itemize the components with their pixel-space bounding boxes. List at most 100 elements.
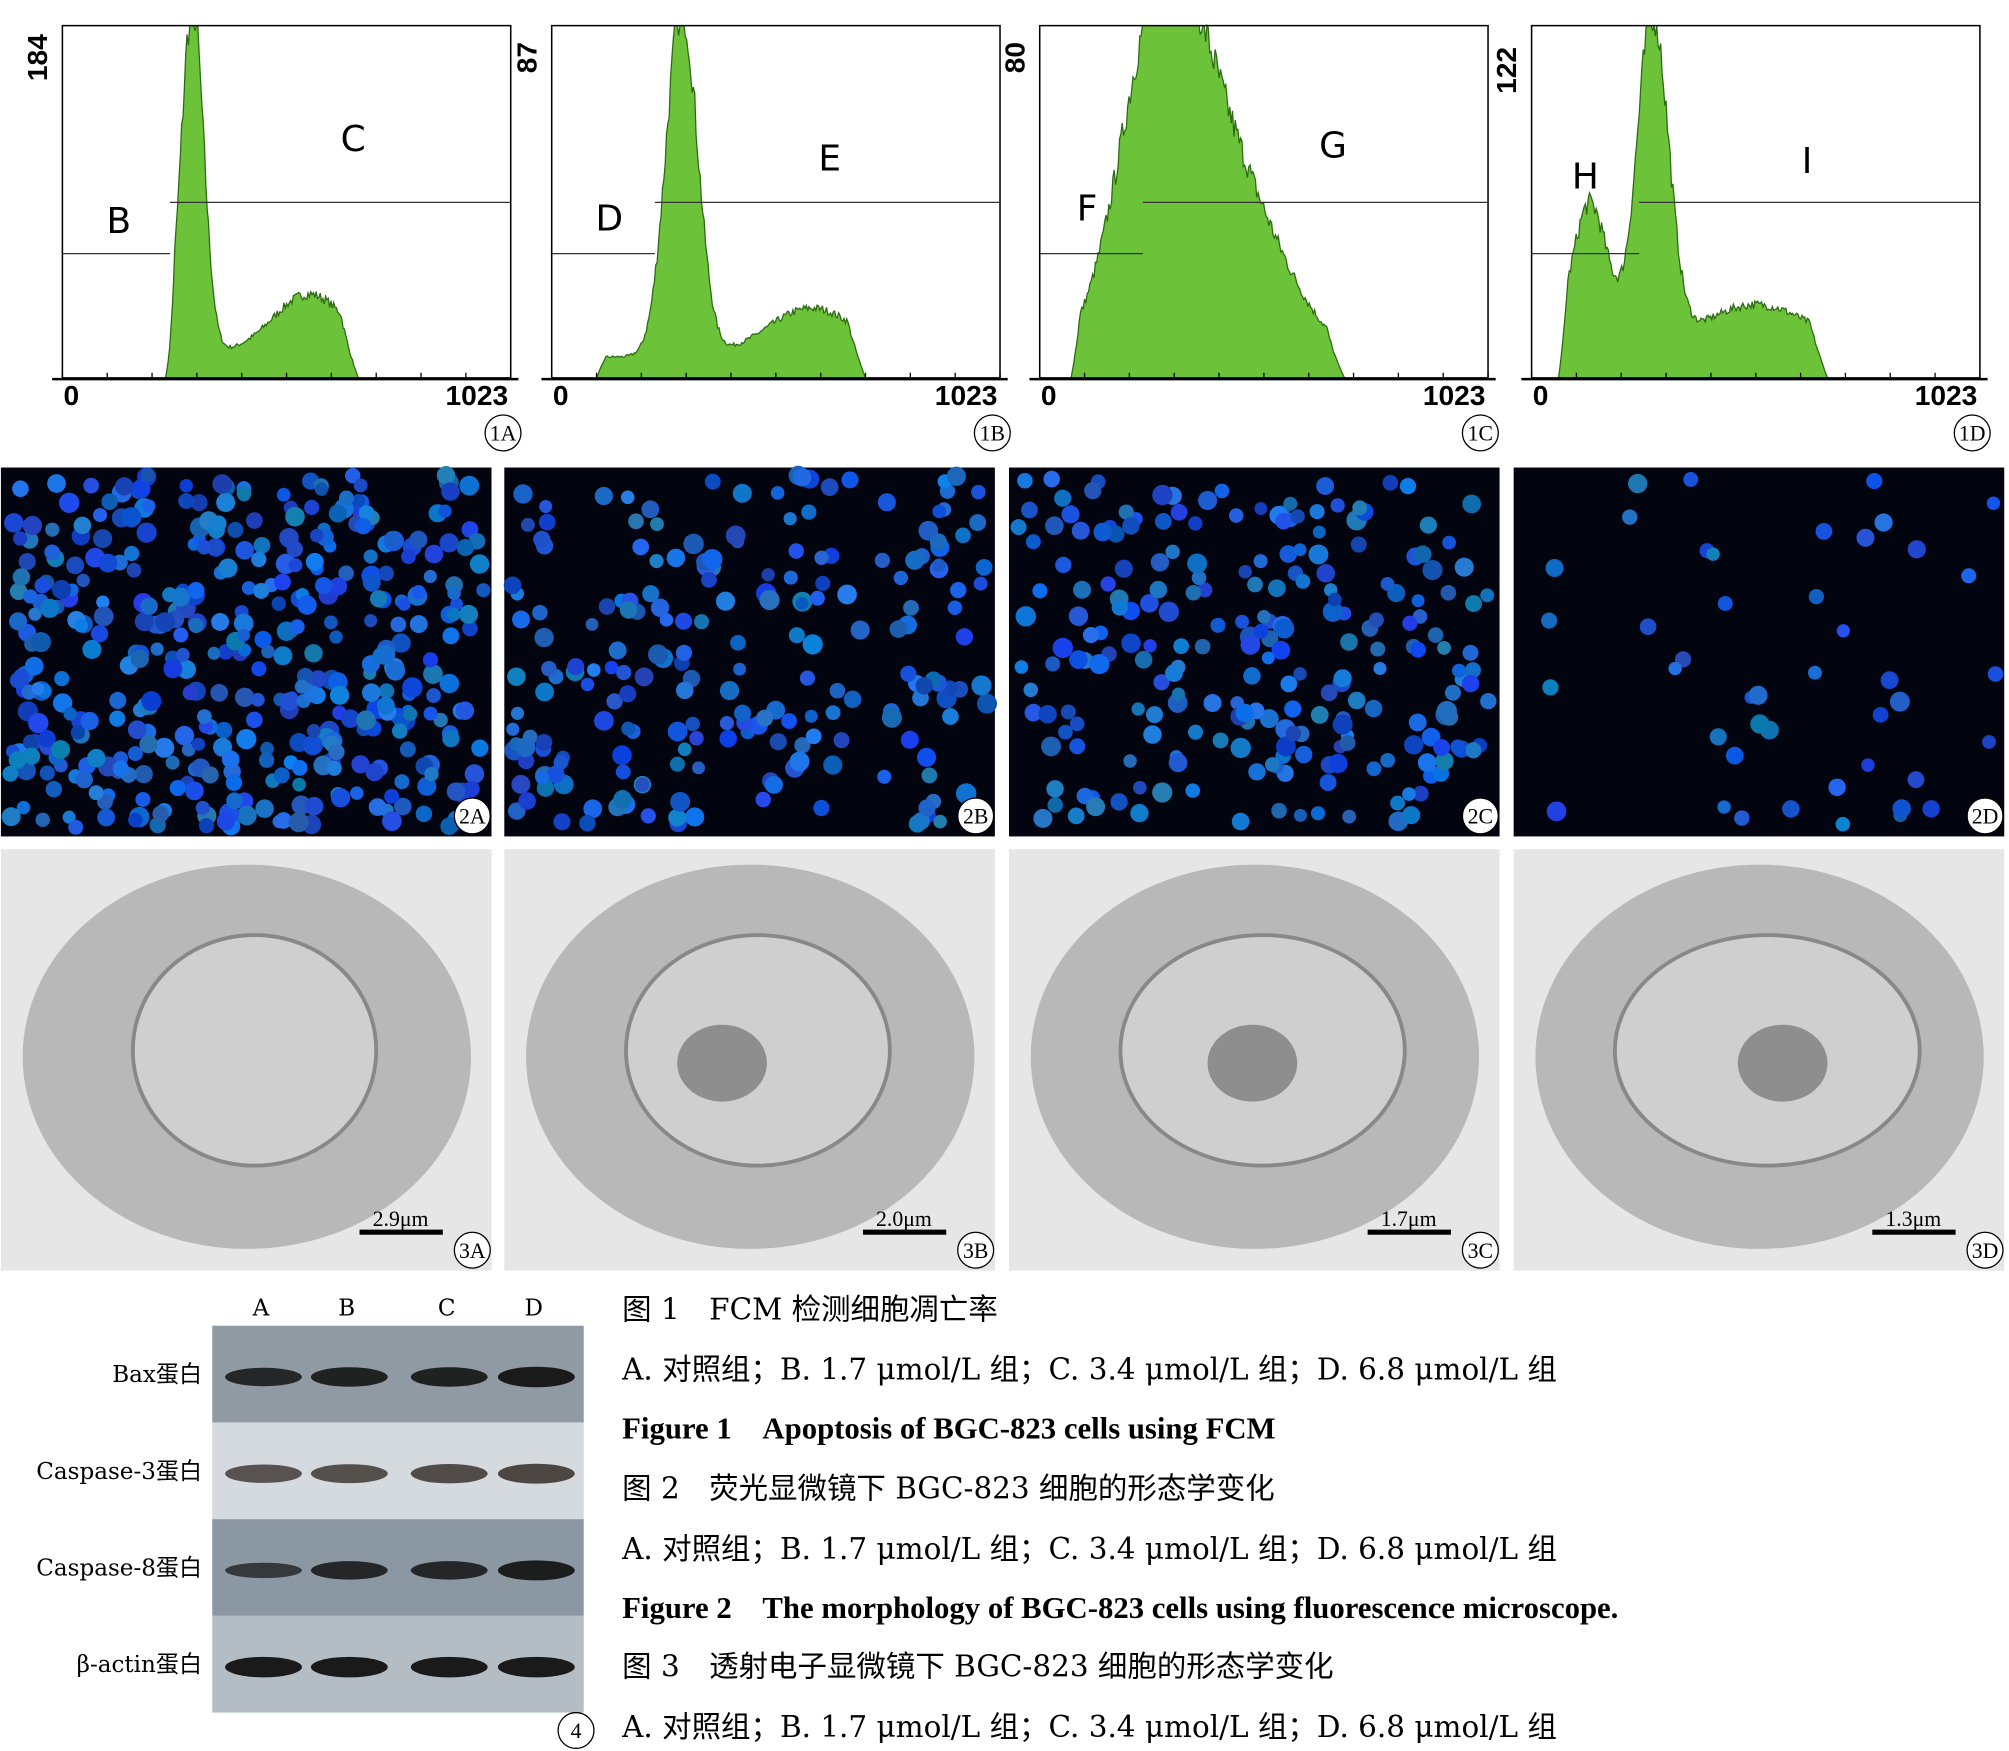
band [310,1656,388,1678]
nucleus [1290,509,1305,524]
nucleus [805,728,822,745]
nucleus [1045,656,1061,672]
nucleus [1373,661,1387,675]
nucleus [358,505,375,521]
nucleus [384,531,400,546]
nucleus [921,767,938,784]
nucleus [1210,617,1226,633]
nucleus [1380,577,1395,591]
panel-label: 3B [963,1239,988,1263]
nucleus [218,558,238,578]
nucleus [58,492,80,513]
nucleus [1872,706,1889,723]
nucleus [190,494,208,512]
nucleus [781,713,798,729]
gate-label: B [106,201,131,242]
nucleus [1235,703,1254,723]
nucleus [378,683,395,699]
nucleus [1390,795,1406,811]
nucleus [1725,746,1744,765]
nucleus [354,517,372,535]
nucleus [1340,633,1358,651]
nucleus [1402,806,1421,825]
nucleus [801,504,817,520]
nucleus [1986,496,2001,510]
nucleus [783,570,798,585]
nucleus [1454,557,1474,577]
nucleus [755,791,772,808]
histogram [1557,24,1829,379]
nucleus [733,662,747,676]
nucleus [1069,738,1086,755]
nucleus [511,774,531,794]
nucleus [719,729,737,748]
nucleus [309,670,327,689]
nucleus [126,562,142,578]
nucleus [1069,650,1088,669]
panel-label: 1C [1468,422,1493,446]
nucleus [1717,800,1731,814]
nucleus [598,598,616,615]
nucleus [195,800,210,815]
nucleus [328,577,348,596]
nucleus [1121,633,1141,653]
nucleus [225,774,243,791]
nucleus [1368,612,1384,628]
nucleus [918,799,936,817]
nucleus [384,788,400,804]
nucleus [1171,687,1186,701]
nucleus [40,598,60,618]
nucleus [1370,641,1386,657]
nucleus [251,551,267,568]
panel-label: 1A [490,422,517,446]
nucleus [82,639,102,659]
nucleus [181,742,196,757]
nucleus [236,486,252,501]
nucleus [1907,540,1926,559]
nucleus [274,573,291,591]
nucleus [1149,580,1168,599]
nucleus [606,693,623,710]
nucleus [93,507,108,523]
nucleus [22,747,41,765]
nucleus [462,620,478,637]
nucleus [446,607,461,622]
band [410,1656,488,1678]
nucleus [732,483,752,503]
nucleus [612,745,632,765]
panel-badge [1461,797,1499,835]
nucleus [912,812,930,830]
nucleus [1038,705,1057,724]
nucleus [632,538,650,556]
nucleus [877,493,896,512]
nucleus [874,552,891,569]
nucleus [725,525,746,546]
nucleus [1024,703,1043,722]
nucleus [1158,601,1179,622]
x-max-label: 1023 [935,379,998,411]
protein-label: Caspase-3蛋白 [36,1459,202,1485]
nucleus [942,708,959,725]
nucleus [1856,528,1875,547]
nucleus [932,504,947,519]
nucleus [1032,583,1048,599]
nucleus [1054,489,1072,507]
nucleus [535,733,553,751]
y-max-label: 122 [1490,47,1522,94]
nucleus [459,604,479,624]
band [225,1367,302,1387]
nucleus [1194,638,1211,655]
nucleus [579,815,596,832]
nucleus [212,474,232,494]
nucleus [34,577,51,594]
nucleus [402,677,423,698]
nucleus [1284,700,1302,718]
nucleus [1866,472,1883,490]
nucleus [535,771,549,785]
nucleus [28,712,49,734]
nucleus [236,729,257,750]
nucleus [1247,576,1263,593]
nucleus [169,779,186,797]
nucleus [1480,588,1495,603]
panel-badge [557,1711,595,1750]
